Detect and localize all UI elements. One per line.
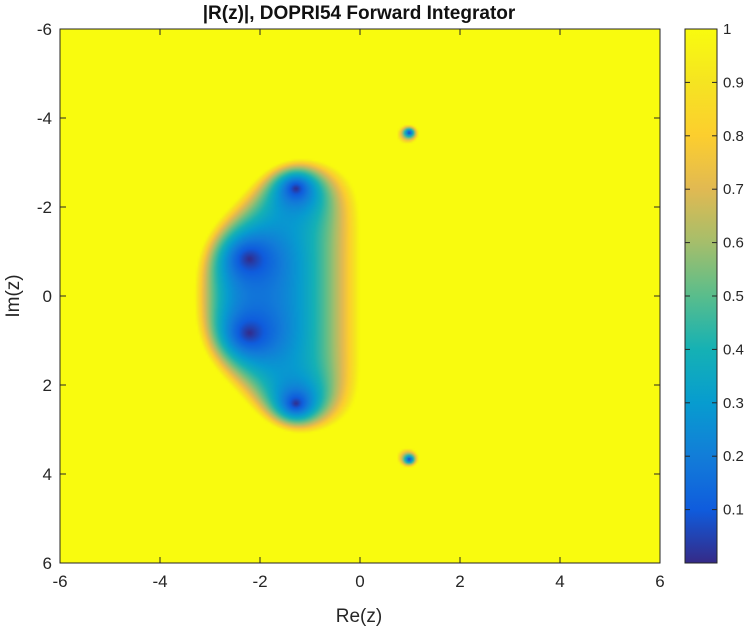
colorbar-tick-label: 0.7 (723, 181, 744, 198)
x-tick-label: -4 (152, 572, 167, 591)
colorbar-tick-label: 0.8 (723, 128, 744, 145)
colorbar-tick-label: 0.4 (723, 341, 744, 358)
y-axis: -6 -4 -2 0 2 4 6 (37, 20, 660, 573)
x-tick-label: 0 (355, 572, 364, 591)
colorbar-tick-label: 0.2 (723, 448, 744, 465)
x-tick-label: 6 (655, 572, 664, 591)
x-tick-label: -6 (52, 572, 67, 591)
x-tick-label: -2 (252, 572, 267, 591)
x-axis-label: Re(z) (336, 606, 382, 627)
y-tick-label: -6 (37, 20, 52, 39)
x-tick-label: 2 (455, 572, 464, 591)
colorbar-tick-label: 1 (723, 21, 731, 38)
y-axis-label: Im(z) (3, 274, 24, 317)
x-axis: -6 -4 -2 0 2 4 6 (52, 29, 665, 591)
colorbar-tick-label: 0.3 (723, 395, 744, 412)
y-tick-label: 6 (43, 554, 52, 573)
chart-title: |R(z)|, DOPRI54 Forward Integrator (203, 3, 516, 24)
colorbar (684, 28, 718, 564)
colorbar-tick-label: 0.1 (723, 502, 744, 519)
y-tick-label: -4 (37, 109, 52, 128)
colorbar-tick-label: 0.5 (723, 288, 744, 305)
y-tick-label: 4 (43, 465, 52, 484)
colorbar-ticks: 0.1 0.2 0.3 0.4 0.5 0.6 0.7 0.8 0.9 1 (685, 21, 744, 519)
colorbar-tick-label: 0.6 (723, 235, 744, 252)
colorbar-tick-label: 0.9 (723, 74, 744, 91)
y-tick-label: -2 (37, 198, 52, 217)
y-tick-label: 0 (43, 287, 52, 306)
x-tick-label: 4 (555, 572, 564, 591)
heatmap-layer (60, 29, 660, 563)
heatmap-image (60, 29, 660, 563)
y-tick-label: 2 (43, 376, 52, 395)
